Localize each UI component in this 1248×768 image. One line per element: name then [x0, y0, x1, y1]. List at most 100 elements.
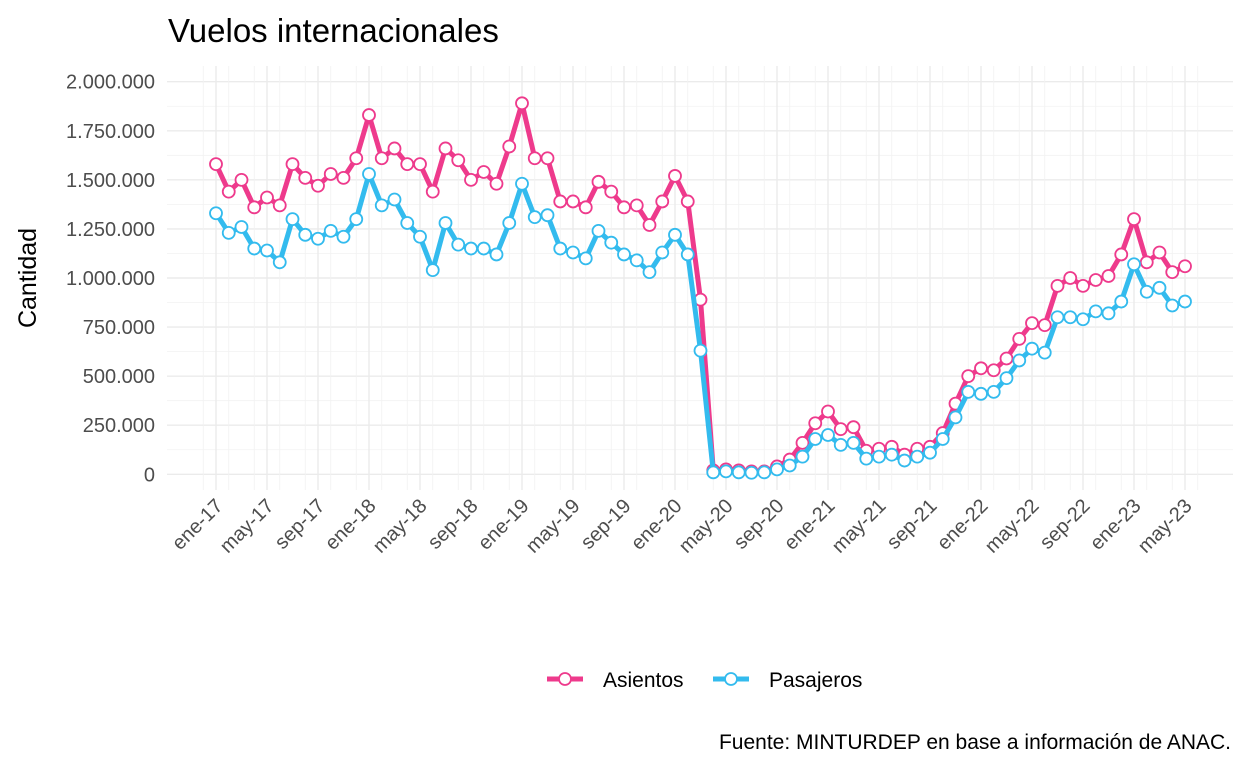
data-point-asientos [617, 200, 631, 215]
x-tick-label: sep-22 [1036, 495, 1095, 554]
y-tick-label: 2.000.000 [66, 72, 155, 94]
data-point-asientos [578, 200, 593, 215]
data-point-asientos [374, 151, 389, 166]
legend-marker-asientos [558, 672, 572, 686]
data-point-asientos [425, 184, 440, 199]
source-caption: Fuente: MINTURDEP en base a información … [719, 731, 1231, 754]
data-point-pasajeros [833, 437, 848, 452]
data-point-pasajeros [604, 235, 619, 250]
legend-item-asientos: Asientos [547, 669, 684, 692]
data-point-asientos [629, 198, 644, 213]
data-point-pasajeros [629, 253, 644, 268]
data-point-asientos [642, 218, 657, 232]
data-point-asientos [833, 422, 848, 437]
data-point-pasajeros [247, 241, 262, 256]
data-point-asientos [285, 157, 300, 172]
data-point-asientos [298, 170, 313, 185]
data-point-pasajeros [897, 453, 912, 468]
y-tick-label: 0 [144, 464, 155, 486]
data-point-asientos [1063, 271, 1078, 285]
data-point-pasajeros [680, 247, 695, 262]
data-point-pasajeros [476, 241, 491, 256]
legend: Asientos Pasajeros [547, 669, 862, 692]
data-point-asientos [540, 151, 555, 166]
legend-item-pasajeros: Pasajeros [713, 669, 862, 692]
series-layer [209, 96, 1192, 480]
x-tick-label: sep-19 [577, 495, 636, 554]
data-point-asientos [999, 351, 1014, 366]
data-point-asientos [1101, 269, 1116, 283]
y-axis-label: Cantidad [14, 228, 42, 328]
data-point-pasajeros [578, 251, 593, 266]
legend-label-pasajeros: Pasajeros [769, 669, 862, 692]
data-point-asientos [961, 369, 976, 384]
data-point-pasajeros [1178, 294, 1192, 309]
data-point-pasajeros [311, 231, 325, 246]
data-point-pasajeros [757, 465, 772, 480]
data-point-asientos [1139, 255, 1154, 270]
data-point-pasajeros [974, 386, 988, 401]
data-point-asientos [1088, 273, 1103, 287]
data-point-asientos [1178, 259, 1192, 274]
data-point-pasajeros [770, 462, 784, 477]
data-point-pasajeros [553, 241, 568, 256]
data-point-pasajeros [719, 464, 733, 479]
data-point-pasajeros [1076, 312, 1090, 327]
data-point-asientos [846, 420, 861, 435]
data-point-asientos [413, 157, 427, 172]
data-point-pasajeros [362, 167, 376, 181]
data-point-pasajeros [948, 410, 963, 425]
data-point-asientos [668, 169, 682, 183]
y-axis-tick-labels: 0 250.000 500.000 750.000 1.000.000 1.250.000… [66, 72, 155, 487]
y-tick-label: 1.500.000 [66, 170, 155, 192]
data-point-asientos [438, 141, 453, 156]
y-tick-label: 750.000 [83, 317, 155, 339]
x-tick-label: may-23 [1134, 495, 1197, 558]
legend-label-asientos: Asientos [603, 669, 684, 692]
data-point-asientos [974, 361, 988, 376]
data-point-pasajeros [1114, 294, 1129, 309]
data-point-asientos [476, 165, 491, 179]
data-point-pasajeros [425, 263, 440, 278]
data-point-pasajeros [349, 212, 364, 227]
data-point-asientos [591, 174, 606, 189]
data-point-pasajeros [782, 458, 797, 473]
data-point-pasajeros [272, 255, 287, 270]
data-point-pasajeros [1127, 257, 1141, 272]
data-point-pasajeros [1025, 341, 1039, 356]
x-tick-label: sep-21 [883, 495, 942, 554]
data-point-pasajeros [323, 223, 338, 238]
data-point-asientos [553, 194, 568, 209]
data-point-pasajeros [821, 428, 835, 442]
data-point-pasajeros [693, 343, 708, 358]
data-point-pasajeros [527, 210, 542, 225]
data-point-pasajeros [1139, 284, 1154, 299]
data-point-asientos [1127, 212, 1141, 227]
data-point-pasajeros [413, 229, 427, 244]
data-point-pasajeros [1037, 345, 1052, 360]
x-tick-label: sep-18 [424, 495, 483, 554]
data-point-asientos [1012, 331, 1027, 346]
data-point-pasajeros [935, 432, 950, 446]
x-tick-label: may-20 [675, 495, 738, 558]
data-point-pasajeros [655, 245, 670, 260]
data-point-asientos [795, 435, 810, 450]
data-point-pasajeros [731, 465, 746, 480]
x-tick-label: may-17 [216, 495, 279, 558]
data-point-asientos [1050, 278, 1065, 293]
x-tick-label: sep-20 [730, 495, 789, 554]
data-point-pasajeros [668, 227, 682, 242]
data-point-pasajeros [489, 247, 504, 262]
data-point-pasajeros [1152, 280, 1167, 295]
data-point-pasajeros [502, 216, 517, 230]
data-point-asientos [323, 167, 338, 181]
data-point-pasajeros [961, 384, 976, 399]
data-point-pasajeros [642, 265, 657, 280]
y-tick-label: 250.000 [83, 415, 155, 437]
data-point-pasajeros [260, 243, 274, 258]
data-point-pasajeros [1165, 298, 1180, 313]
y-tick-label: 1.250.000 [66, 219, 155, 241]
data-point-pasajeros [999, 371, 1014, 386]
data-point-asientos [221, 184, 236, 199]
data-point-pasajeros [846, 435, 861, 450]
